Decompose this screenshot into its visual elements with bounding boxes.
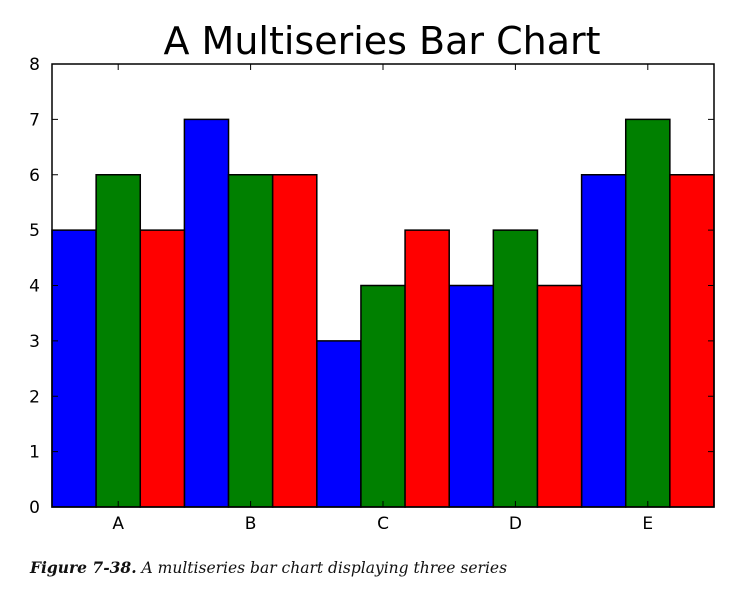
y-tick-label: 5: [29, 221, 40, 241]
bar-A-series-1: [51, 229, 97, 508]
x-tick-label-A: A: [112, 514, 124, 534]
bar-E-series-3: [669, 174, 715, 508]
bar-D-series-3: [536, 284, 583, 508]
caption-label: Figure 7-38.: [30, 558, 137, 577]
axes-layer: 0 1 2 3 4 5 6 7 8 A B C D E: [29, 55, 715, 534]
y-tick-label: 8: [29, 55, 40, 75]
bar-E-series-1: [580, 174, 627, 508]
y-tick-label: 3: [29, 332, 40, 352]
bar-D-series-2: [492, 229, 539, 508]
y-tick-label: 0: [29, 498, 40, 518]
bar-B-series-1: [183, 118, 230, 508]
bar-C-series-2: [360, 284, 406, 508]
bars-layer: [51, 118, 715, 508]
y-tick-label: 6: [29, 166, 40, 186]
figure-caption: Figure 7-38. A multiseries bar chart dis…: [30, 558, 507, 577]
bar-C-series-1: [316, 340, 362, 508]
y-tick-label: 1: [29, 443, 40, 463]
bar-A-series-2: [95, 174, 142, 508]
y-tick-label: 7: [29, 110, 40, 130]
bar-C-series-3: [404, 229, 450, 508]
caption-text: A multiseries bar chart displaying three…: [141, 559, 508, 577]
x-tick-label-D: D: [509, 514, 522, 534]
bar-D-series-1: [448, 284, 495, 508]
bar-B-series-2: [227, 174, 274, 508]
bar-A-series-3: [139, 229, 186, 508]
bar-E-series-2: [624, 118, 671, 508]
x-tick-label-E: E: [642, 514, 653, 534]
chart-title: A Multiseries Bar Chart: [163, 19, 600, 63]
bar-B-series-3: [271, 174, 318, 508]
x-tick-label-B: B: [245, 514, 257, 534]
x-tick-label-C: C: [377, 514, 389, 534]
y-tick-label: 2: [29, 387, 40, 407]
y-tick-label: 4: [29, 277, 40, 297]
